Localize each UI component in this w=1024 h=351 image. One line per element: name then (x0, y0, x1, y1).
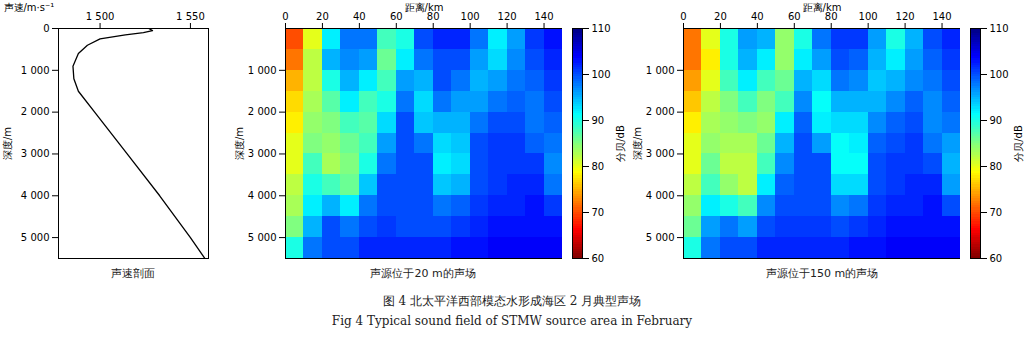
svg-text:分贝/dB: 分贝/dB (1013, 125, 1024, 162)
svg-text:4 000: 4 000 (248, 190, 277, 201)
svg-text:60: 60 (390, 11, 403, 22)
svg-text:1 550: 1 550 (176, 11, 205, 22)
svg-text:1 000: 1 000 (248, 65, 277, 76)
svg-text:80: 80 (592, 161, 605, 172)
svg-text:140: 140 (932, 11, 951, 22)
svg-text:5 000: 5 000 (248, 232, 277, 243)
svg-text:140: 140 (534, 11, 553, 22)
svg-text:60: 60 (990, 253, 1003, 263)
svg-text:5 000: 5 000 (646, 232, 675, 243)
svg-text:100: 100 (461, 11, 480, 22)
svg-text:2 000: 2 000 (248, 106, 277, 117)
svg-text:40: 40 (751, 11, 764, 22)
html-text:图 4 北太平洋西部模态水形成海区 2 月典型声场: 图 4 北太平洋西部模态水形成海区 2 月典型声场 (382, 294, 642, 308)
svg-text:2 000: 2 000 (21, 106, 50, 117)
svg-text:80: 80 (824, 10, 838, 22)
html-text:声速剖面: 声速剖面 (111, 267, 155, 280)
svg-text:1 000: 1 000 (646, 65, 675, 76)
svg-text:2 000: 2 000 (646, 106, 675, 117)
svg-text:70: 70 (592, 207, 605, 218)
svg-text:120: 120 (896, 11, 915, 22)
svg-text:100: 100 (990, 69, 1009, 80)
svg-text:90: 90 (990, 115, 1003, 126)
svg-text:70: 70 (990, 207, 1003, 218)
svg-text:0: 0 (680, 11, 686, 22)
svg-text:分贝/dB: 分贝/dB (615, 125, 626, 162)
svg-text:20: 20 (316, 11, 329, 22)
svg-text:深度/m: 深度/m (234, 127, 245, 160)
svg-text:深度/m: 深度/m (632, 127, 643, 160)
svg-text:40: 40 (353, 11, 366, 22)
svg-text:0: 0 (282, 11, 288, 22)
html-text:Fig 4 Typical sound field of S: Fig 4 Typical sound field of STMW source… (331, 314, 693, 328)
svg-text:100: 100 (859, 11, 878, 22)
svg-text:3 000: 3 000 (646, 148, 675, 159)
svg-text:4 000: 4 000 (21, 190, 50, 201)
svg-text:5 000: 5 000 (21, 232, 50, 243)
svg-text:60: 60 (592, 253, 605, 263)
svg-text:120: 120 (498, 11, 517, 22)
svg-text:20: 20 (714, 11, 727, 22)
svg-text:3 000: 3 000 (21, 148, 50, 159)
svg-text:90: 90 (592, 115, 605, 126)
svg-text:0: 0 (43, 23, 49, 34)
html-text:声源位于20 m的声场: 声源位于20 m的声场 (370, 267, 476, 280)
svg-text:4 000: 4 000 (646, 190, 675, 201)
svg-text:100: 100 (592, 69, 611, 80)
svg-text:声速/m·s⁻¹: 声速/m·s⁻¹ (4, 2, 55, 13)
html-text:声源位于150 m的声场: 声源位于150 m的声场 (765, 267, 879, 280)
svg-text:1 000: 1 000 (21, 65, 50, 76)
svg-text:110: 110 (592, 23, 611, 34)
svg-text:80: 80 (426, 10, 440, 22)
svg-text:3 000: 3 000 (248, 148, 277, 159)
svg-text:距离/km: 距离/km (405, 2, 444, 13)
svg-text:1 500: 1 500 (86, 11, 115, 22)
svg-text:80: 80 (990, 161, 1003, 172)
svg-text:距离/km: 距离/km (803, 2, 842, 13)
svg-text:深度/m: 深度/m (2, 127, 13, 160)
svg-text:110: 110 (990, 23, 1009, 34)
svg-text:60: 60 (788, 11, 801, 22)
